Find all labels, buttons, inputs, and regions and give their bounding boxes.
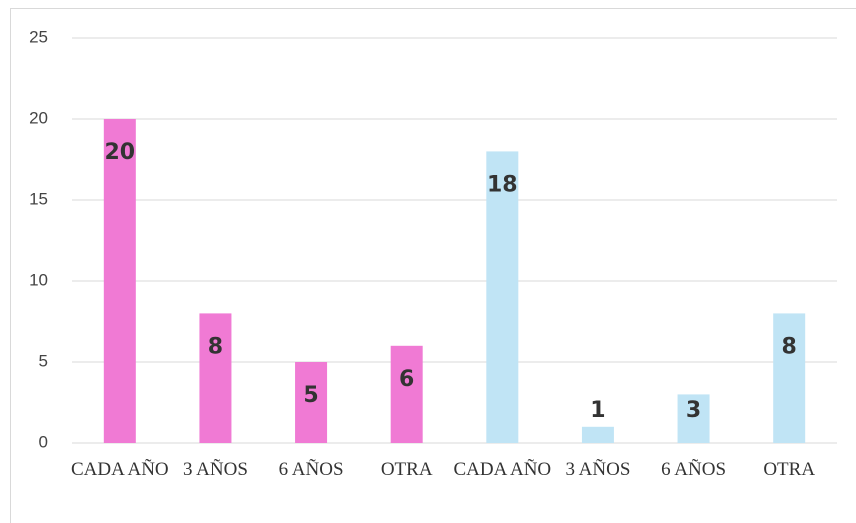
- bar: [390, 345, 423, 443]
- x-tick-label: OTRA: [380, 459, 433, 480]
- data-label: 5: [303, 383, 318, 408]
- x-tick-label: 3 AÑOS: [182, 459, 248, 480]
- y-tick-label: 5: [39, 351, 48, 370]
- x-tick-label: 3 AÑOS: [565, 459, 631, 480]
- bar: [295, 362, 328, 443]
- x-tick-label: CADA AÑO: [453, 459, 552, 480]
- data-label: 8: [782, 334, 797, 359]
- y-tick-label: 15: [29, 189, 48, 208]
- y-tick-label: 25: [29, 27, 48, 46]
- data-label: 3: [686, 398, 701, 423]
- x-tick-label: OTRA: [763, 459, 816, 480]
- x-tick-label: 6 AÑOS: [278, 459, 344, 480]
- x-tick-label: CADA AÑO: [70, 459, 169, 480]
- y-tick-label: 10: [29, 270, 48, 289]
- bar: [486, 151, 519, 443]
- bar: [581, 426, 614, 443]
- bar: [103, 119, 136, 443]
- y-tick-label: 20: [29, 108, 48, 127]
- data-label: 6: [399, 367, 414, 392]
- bar: [773, 313, 806, 443]
- data-label: 20: [105, 140, 136, 165]
- x-tick-label: 6 AÑOS: [661, 459, 727, 480]
- bar: [199, 313, 232, 443]
- y-tick-label: 0: [39, 432, 48, 451]
- chart-border: [10, 8, 856, 523]
- data-label: 18: [487, 172, 518, 197]
- data-label: 1: [590, 398, 605, 423]
- data-label: 8: [208, 334, 223, 359]
- bar: [677, 394, 710, 443]
